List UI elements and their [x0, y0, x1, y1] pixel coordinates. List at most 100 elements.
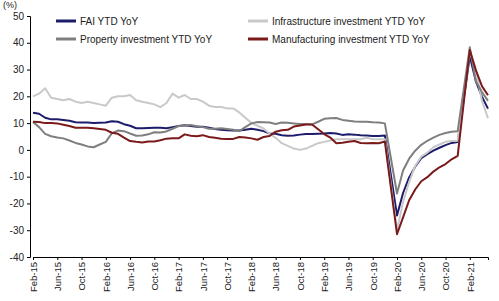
x-tick-label: Feb-17 [173, 262, 184, 292]
x-tick-label: Oct-16 [149, 262, 160, 291]
x-tick-mark [154, 257, 155, 260]
legend: FAI YTD YoY Infrastructure investment YTD… [56, 16, 430, 45]
y-tick: -10 [10, 171, 30, 182]
x-axis-line [34, 258, 489, 261]
x-tick-mark [324, 257, 325, 260]
y-tick: 20 [13, 91, 30, 102]
y-tick-mark [27, 257, 30, 258]
x-tick: Jun-17 [198, 257, 209, 291]
x-tick-mark [348, 257, 349, 260]
chart: -40 -30 -20 -10 0 10 20 30 40 50(%) Feb-15 Jun-15 Oc… [0, 0, 499, 301]
x-tick-mark [203, 257, 204, 260]
legend-label: Property investment YTD YoY [80, 34, 212, 45]
y-tick-label: -10 [10, 171, 25, 182]
x-tick-label: Feb-18 [246, 262, 257, 292]
x-tick-label: Oct-17 [222, 262, 233, 291]
x-tick: Feb-21 [465, 257, 476, 292]
y-tick-label: 40 [13, 37, 25, 48]
y-tick-label: -30 [10, 225, 25, 236]
x-tick-mark [179, 257, 180, 260]
x-tick-mark [446, 257, 447, 260]
y-tick-mark [27, 43, 30, 44]
x-tick-mark [106, 257, 107, 260]
x-tick: Feb-17 [173, 257, 184, 292]
legend-swatch [248, 20, 268, 23]
x-tick-label: Oct-20 [440, 262, 451, 291]
plot-area [33, 47, 488, 234]
x-tick: Feb-15 [28, 257, 39, 292]
x-tick-mark [276, 257, 277, 260]
y-tick-label: -20 [10, 198, 25, 209]
y-tick-mark [27, 203, 30, 204]
y-axis: -40 -30 -20 -10 0 10 20 30 40 50 [10, 11, 31, 263]
legend-label: Infrastructure investment YTD YoY [272, 16, 426, 27]
series-line [33, 56, 488, 215]
y-tick: 0 [18, 145, 30, 156]
x-tick-mark [373, 257, 374, 260]
y-tick-label: 0 [18, 145, 24, 156]
y-tick-mark [27, 123, 30, 124]
y-tick-mark [27, 177, 30, 178]
x-tick-mark [470, 257, 471, 260]
y-tick-label: -40 [10, 252, 25, 263]
y-tick-mark [27, 96, 30, 97]
legend-label: FAI YTD YoY [80, 16, 139, 27]
x-tick-label: Feb-21 [465, 262, 476, 292]
x-tick-label: Oct-18 [295, 262, 306, 291]
x-tick: Oct-19 [368, 257, 379, 291]
x-tick-mark [33, 257, 34, 260]
series-line [33, 47, 488, 193]
y-tick-mark [27, 70, 30, 71]
x-tick-label: Jun-16 [125, 262, 136, 291]
x-tick: Feb-19 [319, 257, 330, 292]
y-tick: 40 [13, 37, 30, 48]
x-tick-mark [251, 257, 252, 260]
legend-swatch [56, 20, 76, 23]
x-tick-mark [397, 257, 398, 260]
y-tick: 10 [13, 118, 30, 129]
x-tick-mark [421, 257, 422, 260]
legend-swatch [56, 38, 76, 41]
x-tick-label: Jun-18 [270, 262, 281, 291]
x-tick-label: Oct-19 [368, 262, 379, 291]
x-tick-label: Feb-16 [101, 262, 112, 292]
y-tick: 50 [13, 11, 30, 22]
x-tick-label: Jun-20 [416, 262, 427, 291]
x-tick-mark [227, 257, 228, 260]
y-tick: -20 [10, 198, 30, 209]
x-tick-label: Feb-20 [392, 262, 403, 292]
series-line [33, 50, 488, 234]
y-tick-label: 30 [13, 64, 25, 75]
x-tick: Oct-20 [440, 257, 451, 291]
x-tick-mark [130, 257, 131, 260]
y-tick: -30 [10, 225, 30, 236]
x-tick: Jun-18 [270, 257, 281, 291]
x-tick-label: Jun-19 [343, 262, 354, 291]
y-axis-line [27, 17, 31, 258]
y-tick-mark [27, 16, 30, 17]
y-tick: -40 [10, 252, 30, 263]
legend-label: Manufacturing investment YTD YoY [272, 34, 430, 45]
x-tick: Feb-20 [392, 257, 403, 292]
x-axis: Feb-15 Jun-15 Oct-15 Feb-16 Jun-16 Oct-16 Feb-… [28, 257, 489, 292]
x-tick: Jun-19 [343, 257, 354, 291]
x-tick-mark [57, 257, 58, 260]
x-tick: Feb-16 [101, 257, 112, 292]
x-tick-label: Jun-17 [198, 262, 209, 291]
y-tick-mark [27, 150, 30, 151]
x-tick: Oct-15 [76, 257, 87, 291]
y-tick-label: 50 [13, 11, 25, 22]
y-tick: 30 [13, 64, 30, 75]
y-tick-label: 20 [13, 91, 25, 102]
x-tick-label: Jun-15 [52, 262, 63, 291]
y-axis-title: (%) [3, 0, 17, 10]
x-tick: Jun-16 [125, 257, 136, 291]
x-tick: Oct-16 [149, 257, 160, 291]
x-tick-label: Oct-15 [76, 262, 87, 291]
x-tick: Feb-18 [246, 257, 257, 292]
x-tick-label: Feb-15 [28, 262, 39, 292]
x-tick: Jun-20 [416, 257, 427, 291]
x-tick-mark [300, 257, 301, 260]
x-tick: Oct-18 [295, 257, 306, 291]
x-tick: Oct-17 [222, 257, 233, 291]
